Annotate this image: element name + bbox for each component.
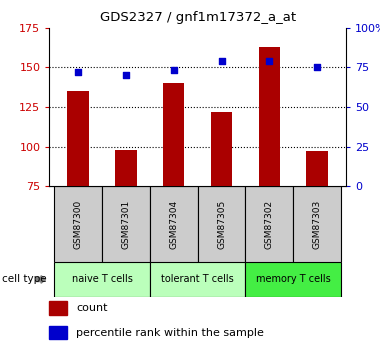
FancyBboxPatch shape — [102, 186, 150, 262]
Bar — [67, 91, 89, 186]
Bar — [49, 301, 67, 315]
Text: naive T cells: naive T cells — [71, 275, 132, 284]
Text: GSM87301: GSM87301 — [121, 200, 130, 249]
Bar — [49, 326, 67, 339]
FancyBboxPatch shape — [198, 186, 245, 262]
Text: tolerant T cells: tolerant T cells — [161, 275, 234, 284]
Text: cell type: cell type — [2, 275, 46, 284]
FancyBboxPatch shape — [54, 186, 102, 262]
Bar — [163, 83, 184, 186]
Title: GDS2327 / gnf1m17372_a_at: GDS2327 / gnf1m17372_a_at — [100, 11, 296, 24]
Bar — [258, 47, 280, 186]
FancyBboxPatch shape — [150, 186, 198, 262]
Point — [75, 69, 81, 75]
FancyBboxPatch shape — [245, 186, 293, 262]
FancyBboxPatch shape — [245, 262, 341, 297]
Text: percentile rank within the sample: percentile rank within the sample — [76, 328, 264, 337]
Point — [266, 58, 272, 64]
Text: GSM87305: GSM87305 — [217, 200, 226, 249]
Bar — [211, 112, 232, 186]
Point — [123, 72, 129, 78]
FancyBboxPatch shape — [54, 262, 150, 297]
Text: GSM87303: GSM87303 — [313, 200, 321, 249]
Bar — [115, 150, 137, 186]
Text: GSM87304: GSM87304 — [169, 200, 178, 249]
Text: memory T cells: memory T cells — [256, 275, 331, 284]
FancyBboxPatch shape — [293, 186, 341, 262]
Point — [171, 68, 177, 73]
Bar — [306, 151, 328, 186]
FancyBboxPatch shape — [150, 262, 245, 297]
Point — [218, 58, 225, 64]
Point — [314, 65, 320, 70]
Text: count: count — [76, 303, 108, 313]
Text: GSM87302: GSM87302 — [265, 200, 274, 249]
Text: GSM87300: GSM87300 — [74, 200, 82, 249]
